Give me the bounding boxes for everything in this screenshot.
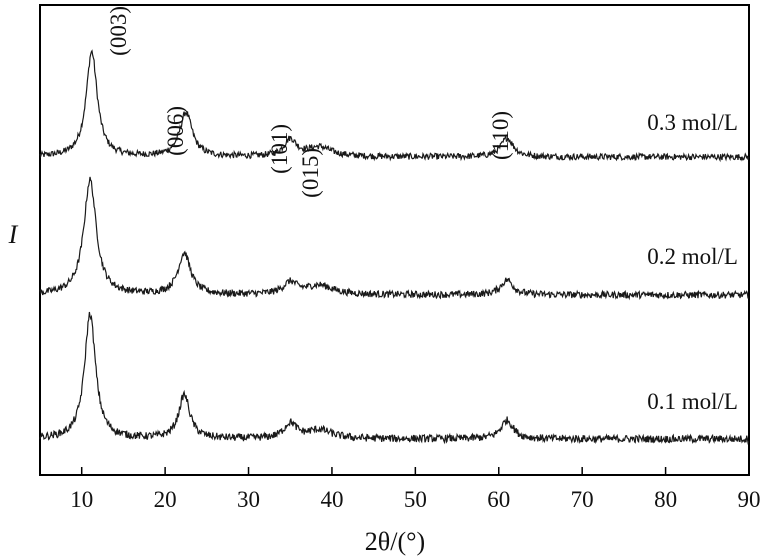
annotation-101: (101) bbox=[267, 124, 292, 174]
series-line-1 bbox=[39, 49, 750, 163]
x-tick-label-20: 20 bbox=[154, 487, 177, 512]
x-tick-label-60: 60 bbox=[487, 487, 510, 512]
x-axis: 10 20 30 40 50 60 70 80 90 bbox=[70, 467, 761, 512]
x-tick-label-50: 50 bbox=[404, 487, 427, 512]
x-tick-label-90: 90 bbox=[738, 487, 761, 512]
x-tick-label-30: 30 bbox=[237, 487, 260, 512]
series-labels: 0.3 mol/L 0.2 mol/L 0.1 mol/L bbox=[647, 110, 738, 414]
series-label-2: 0.2 mol/L bbox=[647, 244, 738, 269]
x-tick-label-40: 40 bbox=[320, 487, 343, 512]
series-group bbox=[39, 49, 750, 445]
annotation-003: (003) bbox=[106, 6, 131, 56]
x-axis-label: 2θ/(°) bbox=[365, 527, 425, 556]
annotation-006: (006) bbox=[163, 106, 188, 156]
x-tick-label-80: 80 bbox=[654, 487, 677, 512]
y-axis-label: I bbox=[8, 220, 19, 249]
annotation-110: (110) bbox=[488, 111, 513, 160]
series-line-2 bbox=[39, 176, 749, 301]
series-label-1: 0.3 mol/L bbox=[647, 110, 738, 135]
series-label-3: 0.1 mol/L bbox=[647, 389, 738, 414]
series-line-3 bbox=[39, 311, 750, 445]
x-tick-label-10: 10 bbox=[70, 487, 93, 512]
annotation-015: (015) bbox=[298, 148, 323, 198]
x-tick-label-70: 70 bbox=[571, 487, 594, 512]
peak-annotations: (003) (006) (101) (015) (110) bbox=[106, 6, 513, 198]
plot-frame bbox=[39, 4, 750, 476]
